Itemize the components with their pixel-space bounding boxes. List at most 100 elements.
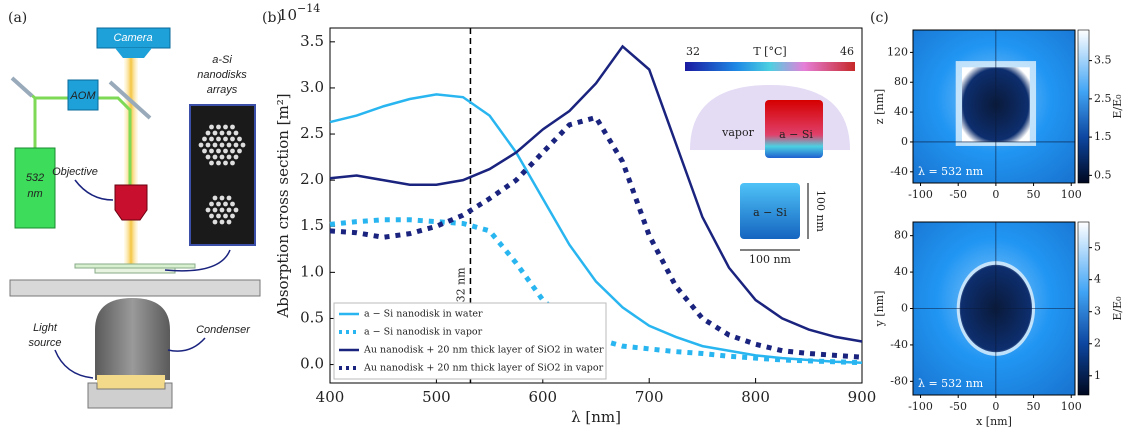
plot-frame (912, 29, 1076, 184)
nanodisk (219, 219, 225, 225)
nanodisk (223, 213, 228, 219)
x-tick-label: 0 (992, 400, 999, 413)
colorbar-tick-label: 4 (1094, 273, 1101, 286)
inset-label: 100 nm (814, 190, 827, 233)
colorbar-tick-label: 2 (1094, 337, 1101, 350)
arrow (167, 337, 206, 352)
colorbar-tick-label: 5 (1094, 241, 1101, 254)
y-tick-label: 3.0 (300, 78, 324, 96)
colorbar (1077, 29, 1090, 184)
y-tick-label: 1.5 (300, 216, 324, 234)
colorbar-tick-label: 0.5 (1094, 168, 1112, 181)
nanodisk (205, 142, 211, 148)
nanodisk (230, 201, 235, 207)
legend-label: a − Si nanodisk in water (364, 309, 483, 320)
y-tick-label: -80 (890, 374, 908, 387)
colorbar-tick: 32 (686, 45, 700, 58)
y-tick-label: 80 (894, 75, 908, 88)
nanodisk (233, 130, 239, 136)
legend-box (333, 302, 607, 380)
label: AOM (69, 90, 96, 102)
x-tick-label: 50 (1027, 400, 1041, 413)
nanodisk (198, 142, 204, 148)
x-tick-label: 0 (992, 188, 999, 201)
nanodisk (223, 124, 228, 130)
y-axis-label: y [nm] (873, 291, 886, 328)
nanodisk (216, 124, 221, 130)
panel-label: (a) (8, 10, 27, 26)
colorbar-tick-label: 3.5 (1094, 54, 1112, 67)
nanodisk (212, 219, 218, 225)
nanodisk (230, 136, 235, 142)
nanodisk (223, 148, 228, 154)
colorbar-tick-label: 2.5 (1094, 92, 1112, 105)
x-tick-label: 800 (741, 388, 770, 406)
colorbar (1077, 221, 1090, 396)
nanodisk (226, 142, 232, 148)
colorbar-label: E/E₀ (1111, 296, 1124, 321)
nanodisk (223, 201, 228, 207)
annotation: λ = 532 nm (918, 165, 984, 178)
label: Camera (113, 32, 152, 44)
colorbar-tick: 46 (840, 45, 854, 58)
mirror (10, 76, 34, 98)
y-tick-label: 3.5 (300, 32, 324, 50)
nanodisk (226, 207, 232, 213)
x-tick-label: -100 (908, 400, 933, 413)
nanodisks (198, 124, 246, 225)
inset-label: a − Si (753, 206, 787, 219)
arrow (54, 349, 94, 379)
y-tick-label: 2.5 (300, 124, 324, 142)
slide (94, 267, 176, 274)
inset-label: vapor (721, 126, 754, 139)
label: Light (33, 322, 58, 334)
label: Condenser (196, 324, 251, 336)
camera-base (115, 48, 152, 58)
x-tick-label: -100 (908, 188, 933, 201)
colorbar-label: E/E₀ (1111, 94, 1124, 119)
y-scale: 10 (278, 6, 297, 24)
nanodisk (219, 130, 225, 136)
arrow (164, 249, 231, 272)
aom (67, 79, 99, 111)
x-tick-label: 400 (316, 388, 345, 406)
nanodisk (209, 148, 214, 154)
y-axis-label: z [nm] (873, 89, 886, 124)
nanodisk (212, 195, 218, 201)
colorbar-tick-label: 1.5 (1094, 130, 1112, 143)
nanodisk (230, 160, 235, 166)
temperature-colorbar (685, 62, 855, 71)
inset-label: 100 nm (749, 253, 792, 266)
nanodisk (230, 148, 235, 154)
nanodisk (216, 148, 221, 154)
schematic: Camera AOM 532 nm Objective a-Si nanodis… (9, 27, 261, 409)
label: nm (27, 188, 42, 200)
condenser (95, 298, 170, 380)
y-tick-label: 0 (901, 302, 908, 315)
nanodisk (237, 136, 242, 142)
y-tick-label: -40 (890, 338, 908, 351)
nanodisk (219, 142, 225, 148)
nanodisk (226, 154, 232, 160)
nanodisk (212, 130, 218, 136)
legend-label: Au nanodisk + 20 nm thick layer of SiO2 … (363, 345, 604, 356)
panel-label: (c) (870, 10, 889, 26)
y-scale-exponent: −14 (297, 2, 320, 15)
nanodisk (219, 154, 225, 160)
y-axis-label: Absorption cross section [m²] (274, 93, 292, 318)
nanodisk (223, 160, 228, 166)
nanodisk (226, 219, 232, 225)
x-tick-label: 700 (635, 388, 664, 406)
y-tick-label: -40 (890, 165, 908, 178)
nanodisk (205, 207, 211, 213)
cylinder (740, 183, 800, 239)
arrow (74, 179, 114, 201)
x-tick-label: 900 (848, 388, 877, 406)
nanodisk (202, 136, 207, 142)
annotation: λ = 532 nm (918, 377, 984, 390)
nanodisk (219, 195, 225, 201)
label: 532 (26, 172, 44, 184)
series-line (329, 114, 863, 360)
objective (114, 184, 148, 221)
